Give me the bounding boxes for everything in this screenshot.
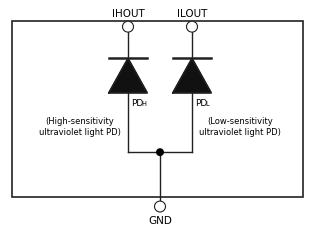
Polygon shape [109,59,147,94]
Circle shape [123,22,134,33]
Text: (High-sensitivity: (High-sensitivity [46,116,114,125]
Text: GND: GND [148,215,172,225]
Text: ILOUT: ILOUT [177,9,207,19]
Circle shape [154,201,165,212]
Text: IHOUT: IHOUT [112,9,144,19]
Text: PD: PD [131,98,143,107]
Polygon shape [173,59,211,94]
Text: ultraviolet light PD): ultraviolet light PD) [39,128,121,137]
Circle shape [186,22,198,33]
Text: (Low-sensitivity: (Low-sensitivity [207,116,273,125]
Text: ultraviolet light PD): ultraviolet light PD) [199,128,281,137]
Text: L: L [205,101,209,107]
Text: H: H [141,101,146,107]
Text: PD: PD [195,98,207,107]
Bar [12,22,303,197]
Circle shape [156,148,164,156]
